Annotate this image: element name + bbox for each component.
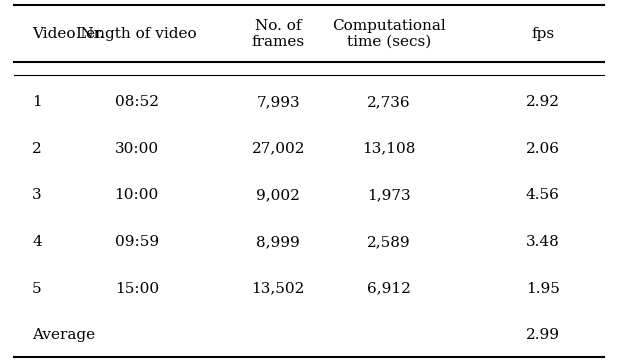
Text: Video Nr.: Video Nr.: [32, 27, 104, 41]
Text: 10:00: 10:00: [114, 188, 159, 202]
Text: Computational
time (secs): Computational time (secs): [332, 18, 446, 49]
Text: Average: Average: [32, 328, 95, 342]
Text: 3.48: 3.48: [526, 235, 560, 249]
Text: 2: 2: [32, 142, 42, 156]
Text: 2,589: 2,589: [367, 235, 411, 249]
Text: 1,973: 1,973: [367, 188, 411, 202]
Text: 4.56: 4.56: [526, 188, 560, 202]
Text: 5: 5: [32, 282, 42, 296]
Text: 30:00: 30:00: [115, 142, 159, 156]
Text: 1.95: 1.95: [526, 282, 560, 296]
Text: Length of video: Length of video: [77, 27, 197, 41]
Text: 13,108: 13,108: [362, 142, 416, 156]
Text: 08:52: 08:52: [115, 95, 159, 109]
Text: 2.99: 2.99: [526, 328, 560, 342]
Text: 15:00: 15:00: [115, 282, 159, 296]
Text: 3: 3: [32, 188, 42, 202]
Text: 13,502: 13,502: [252, 282, 305, 296]
Text: No. of
frames: No. of frames: [252, 18, 305, 49]
Text: 09:59: 09:59: [115, 235, 159, 249]
Text: 1: 1: [32, 95, 42, 109]
Text: 8,999: 8,999: [256, 235, 300, 249]
Text: 9,002: 9,002: [256, 188, 300, 202]
Text: 2.92: 2.92: [526, 95, 560, 109]
Text: 2,736: 2,736: [367, 95, 411, 109]
Text: 4: 4: [32, 235, 42, 249]
Text: fps: fps: [531, 27, 554, 41]
Text: 7,993: 7,993: [256, 95, 300, 109]
Text: 2.06: 2.06: [526, 142, 560, 156]
Text: 6,912: 6,912: [367, 282, 411, 296]
Text: 27,002: 27,002: [252, 142, 305, 156]
